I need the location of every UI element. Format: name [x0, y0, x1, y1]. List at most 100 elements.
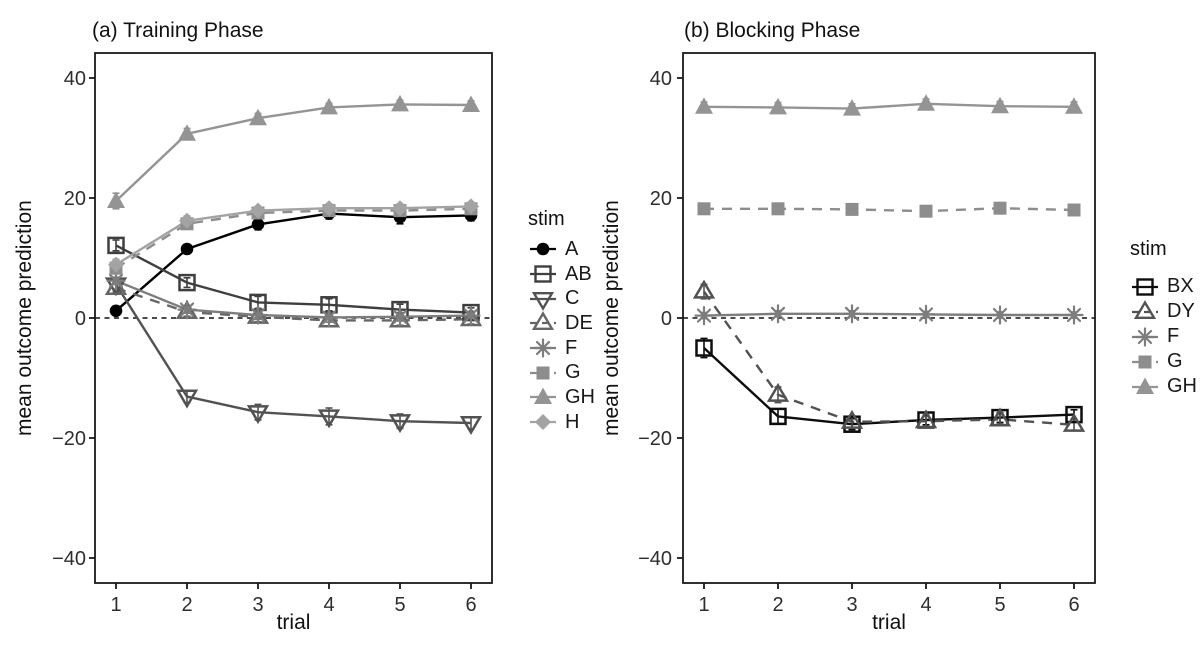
x-tick-label: 5: [994, 594, 1005, 616]
series-line-GH: [115, 103, 472, 202]
series-markers-C: [104, 277, 483, 435]
series-line-BX: [703, 347, 1075, 426]
x-axis-a: 1 2 3 4 5 6: [110, 583, 477, 616]
y-axis-a: 40 20 0 −20 −40: [52, 68, 95, 570]
series-markers-F: [106, 271, 481, 327]
series-line-DY: [703, 290, 1075, 426]
square-open-marker: [695, 339, 713, 357]
errorbars-DY: [700, 283, 1078, 432]
y-axis-label-a: mean outcome prediction: [13, 200, 36, 436]
y-axis-label-b: mean outcome prediction: [600, 200, 623, 436]
triangle-up-filled-marker: [991, 96, 1009, 114]
series-markers-AB: [107, 236, 480, 322]
triangle-down-open-marker: [459, 415, 483, 435]
series-markers-G: [697, 201, 1081, 218]
legend-item-F: F: [528, 336, 595, 361]
diamond-filled-marker: [108, 256, 124, 273]
series-line-F: [115, 279, 472, 319]
series-line-G: [704, 206, 1075, 213]
triangle-up-open-marker: [1133, 299, 1157, 319]
legend-item-label: BX: [1167, 275, 1194, 297]
triangle-up-filled-marker: [769, 97, 787, 115]
legend-item-label: C: [565, 287, 580, 310]
asterisk-marker: [842, 304, 862, 324]
errorbars-A: [112, 207, 475, 315]
series-line-C: [114, 283, 472, 425]
asterisk-marker: [768, 304, 788, 324]
y-tick-label: 20: [650, 188, 672, 210]
panel-a-title: (a) Training Phase: [92, 19, 264, 42]
series-markers-GH: [107, 94, 480, 208]
triangle-up-open-marker: [914, 409, 938, 429]
A-marker-icon: [530, 243, 556, 256]
legend-item-label: DY: [1167, 300, 1195, 322]
diamond-filled-marker: [250, 202, 266, 219]
H-marker-icon: [530, 414, 556, 431]
series-line-H: [115, 205, 472, 266]
triangle-up-open-marker: [840, 409, 864, 429]
asterisk-marker: [533, 338, 553, 358]
triangle-up-filled-marker: [534, 387, 552, 405]
y-tick-label: 0: [661, 308, 672, 330]
legend-item-A: A: [528, 237, 595, 262]
AB-marker-icon: [530, 265, 556, 283]
y-axis-b: 40 20 0 −20 −40: [638, 68, 683, 570]
legend-a: stim A AB C DE F G GH H: [528, 206, 595, 435]
x-tick-label: 1: [110, 594, 121, 616]
legend-item-label: G: [565, 361, 581, 384]
circle-filled-marker: [109, 304, 123, 318]
square-filled-marker: [919, 204, 933, 218]
x-tick-label: 3: [252, 594, 263, 616]
legend-item-H: H: [528, 410, 595, 435]
legend-b-items: BX DY F G GH: [1130, 274, 1197, 399]
triangle-up-filled-marker: [1136, 377, 1154, 394]
triangle-up-open-marker: [988, 407, 1012, 427]
x-axis-b: 1 2 3 4 5 6: [698, 583, 1080, 616]
square-filled-marker: [993, 201, 1007, 215]
square-filled-marker: [1067, 203, 1081, 217]
triangle-down-open-marker: [246, 405, 270, 425]
y-tick-label: 20: [64, 188, 86, 210]
panel-a: 40 20 0 −20 −40 1 2 3 4 5 6: [52, 52, 493, 616]
triangle-up-filled-marker: [917, 94, 935, 111]
F-marker-icon: [530, 338, 556, 358]
asterisk-marker: [248, 305, 268, 325]
legend-item-G: G: [528, 360, 595, 385]
asterisk-marker: [694, 306, 714, 326]
DY-marker-icon: [1132, 299, 1158, 319]
triangle-up-open-marker: [531, 311, 555, 331]
asterisk-marker: [1135, 326, 1155, 347]
legend-b-title: stim: [1130, 238, 1167, 260]
triangle-up-filled-marker: [249, 108, 267, 126]
triangle-up-filled-marker: [320, 97, 338, 115]
y-tick-label: −20: [52, 428, 86, 450]
diamond-filled-marker: [179, 212, 195, 229]
legend-item-label: H: [565, 410, 580, 433]
legend-item-GH: GH: [1130, 374, 1197, 399]
asterisk-marker: [106, 271, 126, 291]
triangle-up-filled-marker: [843, 99, 861, 116]
x-tick-label: 6: [465, 594, 476, 616]
triangle-up-filled-marker: [178, 124, 196, 141]
F-marker-icon: [1132, 326, 1158, 347]
legend-item-label: F: [565, 336, 578, 359]
x-tick-label: 1: [698, 594, 709, 616]
circle-filled-marker: [536, 243, 550, 256]
triangle-up-filled-marker: [462, 95, 480, 112]
GH-marker-icon: [1132, 377, 1158, 394]
legend-a-title: stim: [528, 208, 565, 230]
asterisk-marker: [319, 307, 339, 327]
square-filled-marker: [1138, 355, 1152, 368]
diamond-filled-marker: [321, 200, 337, 217]
x-axis-label-b: trial: [872, 611, 906, 634]
series-line-G: [115, 207, 472, 270]
series-markers-BX: [695, 339, 1083, 433]
legend-item-label: F: [1167, 325, 1180, 347]
legend-item-C: C: [528, 286, 595, 311]
DE-marker-icon: [530, 311, 556, 331]
circle-filled-marker: [251, 218, 265, 231]
square-open-marker: [1136, 277, 1154, 296]
legend-item-GH: GH: [528, 385, 595, 410]
asterisk-marker: [1064, 305, 1084, 325]
panel-b-title: (b) Blocking Phase: [684, 19, 861, 42]
